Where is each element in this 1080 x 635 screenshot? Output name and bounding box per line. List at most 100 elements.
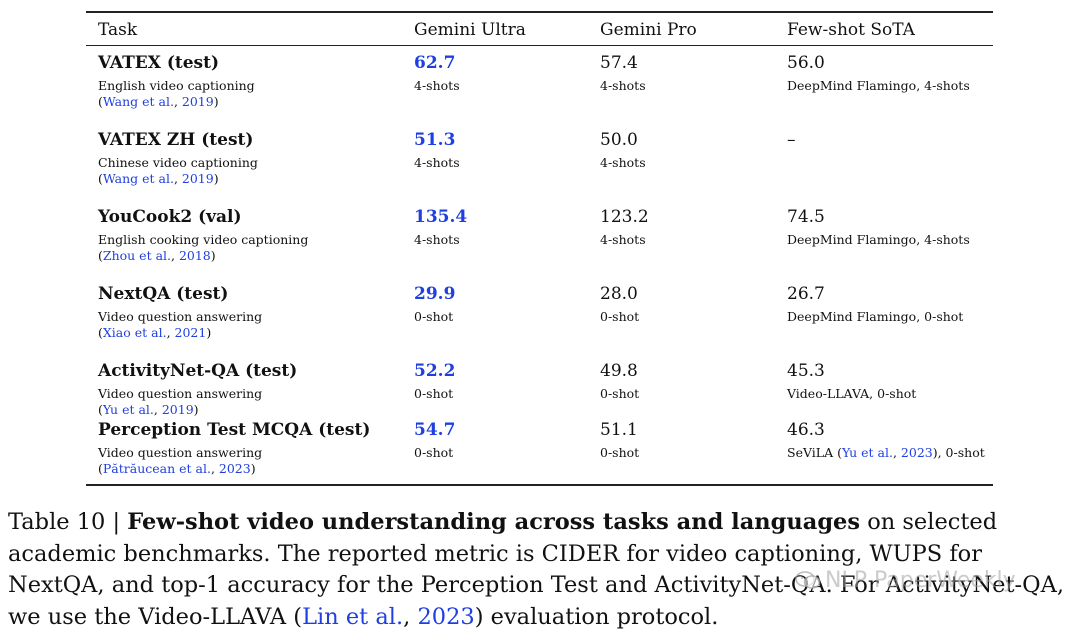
task-description: Video question answering: [98, 386, 263, 401]
citation-close: ): [213, 171, 219, 186]
gemini-pro-score: 51.1: [600, 420, 638, 440]
sota-note-authors-link[interactable]: Yu et al.: [841, 445, 893, 460]
sota-note-text: DeepMind Flamingo, 4-shots: [787, 78, 970, 93]
citation-authors-link[interactable]: Wang et al.: [102, 94, 174, 109]
sota-note-year-link[interactable]: 2023: [900, 445, 933, 460]
citation-separator: ,: [153, 402, 162, 417]
citation-separator: ,: [171, 248, 179, 263]
task-name: YouCook2 (val): [98, 207, 242, 227]
sota-score: –: [787, 130, 796, 150]
citation-year-link[interactable]: 2019: [181, 171, 214, 186]
citation-close: ): [206, 325, 212, 340]
sota-note-text: DeepMind Flamingo, 4-shots: [787, 232, 970, 247]
citation-authors-link[interactable]: Xiao et al.: [102, 325, 167, 340]
citation-separator: ,: [173, 94, 182, 109]
task-description: Chinese video captioning: [98, 155, 258, 170]
table-caption: Table 10 | Few-shot video understanding …: [8, 507, 1073, 633]
citation-year-link[interactable]: 2018: [178, 248, 211, 263]
sota-note-text: Video-LLAVA, 0-shot: [787, 386, 917, 401]
gemini-pro-score: 49.8: [600, 361, 638, 381]
sota-note: SeViLA (Yu et al., 2023), 0-shot: [787, 445, 985, 460]
citation-year-link[interactable]: 2019: [161, 402, 194, 417]
gemini-ultra-shots: 0-shot: [414, 445, 454, 460]
gemini-pro-score: 28.0: [600, 284, 638, 304]
task-name: ActivityNet-QA (test): [98, 361, 298, 381]
caption-label: Table 10 |: [8, 509, 128, 535]
header-task: Task: [98, 20, 138, 40]
citation-close: ): [210, 248, 216, 263]
sota-score: 74.5: [787, 207, 825, 227]
gemini-ultra-score: 29.9: [414, 284, 456, 304]
sota-score: 56.0: [787, 53, 825, 73]
citation-authors-link[interactable]: Zhou et al.: [102, 248, 171, 263]
gemini-ultra-score: 52.2: [414, 361, 456, 381]
task-citation: (Wang et al., 2019): [98, 94, 219, 109]
header-gemini-pro: Gemini Pro: [600, 20, 697, 40]
task-name: Perception Test MCQA (test): [98, 420, 371, 440]
citation-separator: ,: [166, 325, 175, 340]
citation-separator: ,: [210, 461, 219, 476]
task-citation: (Pătrăucean et al., 2023): [98, 461, 256, 476]
citation-authors-link[interactable]: Wang et al.: [102, 171, 174, 186]
caption-title: Few-shot video understanding across task…: [127, 509, 861, 535]
citation-open: (: [98, 248, 103, 263]
task-citation: (Yu et al., 2019): [98, 402, 199, 417]
sota-note-text: SeViLA (: [787, 445, 842, 460]
caption-cite-year-link[interactable]: 2023: [417, 603, 475, 630]
task-description: English cooking video captioning: [98, 232, 309, 247]
caption-cite-close: ): [474, 603, 484, 630]
task-citation: (Wang et al., 2019): [98, 171, 219, 186]
citation-year-link[interactable]: 2019: [181, 94, 214, 109]
sota-note: Video-LLAVA, 0-shot: [787, 386, 916, 401]
table-top-rule: [86, 11, 993, 13]
gemini-pro-shots: 4-shots: [600, 78, 646, 93]
caption-cite-open: (: [293, 603, 303, 630]
citation-open: (: [98, 461, 103, 476]
citation-open: (: [98, 325, 103, 340]
caption-cite-authors-link[interactable]: Lin et al.: [302, 603, 404, 630]
citation-year-link[interactable]: 2023: [218, 461, 251, 476]
citation-close: ): [213, 94, 219, 109]
task-name: VATEX ZH (test): [98, 130, 254, 150]
sota-score: 45.3: [787, 361, 825, 381]
watermark-text: NLP PaperWeekly: [825, 568, 1016, 593]
gemini-pro-score: 57.4: [600, 53, 638, 73]
gemini-pro-shots: 4-shots: [600, 232, 646, 247]
sota-note-text-end: ), 0-shot: [932, 445, 985, 460]
citation-close: ): [250, 461, 256, 476]
gemini-ultra-shots: 4-shots: [414, 78, 460, 93]
gemini-ultra-score: 51.3: [414, 130, 456, 150]
task-name: VATEX (test): [98, 53, 220, 73]
gemini-ultra-score: 135.4: [414, 207, 468, 227]
gemini-ultra-shots: 0-shot: [414, 309, 454, 324]
sota-note-text: DeepMind Flamingo, 0-shot: [787, 309, 964, 324]
caption-body-end: evaluation protocol.: [483, 603, 719, 630]
gemini-pro-shots: 4-shots: [600, 155, 646, 170]
sota-note: DeepMind Flamingo, 4-shots: [787, 78, 970, 93]
citation-authors-link[interactable]: Yu et al.: [102, 402, 154, 417]
table-bottom-rule: [86, 484, 993, 486]
gemini-ultra-shots: 4-shots: [414, 155, 460, 170]
sota-note-separator: ,: [892, 445, 901, 460]
gemini-pro-shots: 0-shot: [600, 309, 640, 324]
task-description: Video question answering: [98, 445, 263, 460]
header-gemini-ultra: Gemini Ultra: [414, 20, 526, 40]
citation-open: (: [98, 402, 103, 417]
task-description: English video captioning: [98, 78, 255, 93]
caption-cite-sep: ,: [403, 603, 418, 630]
watermark: NLP PaperWeekly: [795, 568, 1016, 593]
gemini-ultra-score: 54.7: [414, 420, 456, 440]
sota-note: DeepMind Flamingo, 4-shots: [787, 232, 970, 247]
header-few-shot-sota: Few-shot SoTA: [787, 20, 915, 40]
gemini-ultra-score: 62.7: [414, 53, 456, 73]
gemini-pro-score: 50.0: [600, 130, 638, 150]
caption-body: on selected academic benchmarks. The rep…: [8, 509, 1064, 630]
wechat-icon: [795, 571, 821, 589]
citation-open: (: [98, 94, 103, 109]
gemini-pro-shots: 0-shot: [600, 386, 640, 401]
table-header-rule: [86, 45, 993, 46]
sota-score: 46.3: [787, 420, 825, 440]
citation-year-link[interactable]: 2021: [174, 325, 207, 340]
gemini-pro-shots: 0-shot: [600, 445, 640, 460]
citation-authors-link[interactable]: Pătrăucean et al.: [102, 461, 211, 476]
